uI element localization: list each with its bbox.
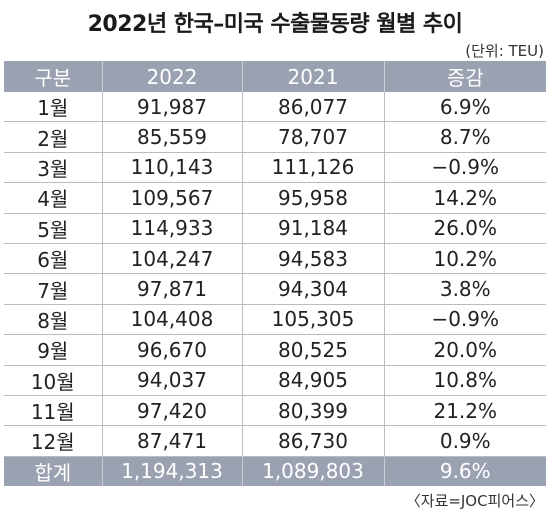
table-row: 3월 110,143 111,126 −0.9% <box>4 152 546 184</box>
table-title: 2022년 한국–미국 수출물동량 월별 추이 <box>87 12 463 37</box>
change-cell: 21.2% <box>383 395 546 427</box>
change-cell: 6.9% <box>383 92 546 123</box>
value-2021-cell: 86,077 <box>241 92 384 123</box>
month-cell: 4월 <box>4 182 102 214</box>
source-note: 〈자료=JOC피어스〉 <box>405 492 544 510</box>
value-2021-cell: 94,583 <box>241 243 384 275</box>
change-cell: 10.8% <box>383 365 546 396</box>
change-cell: −0.9% <box>383 304 546 336</box>
table-row: 8월 104,408 105,305 −0.9% <box>4 304 546 336</box>
table-row: 4월 109,567 95,958 14.2% <box>4 182 546 214</box>
change-cell: 3.8% <box>383 273 546 305</box>
change-cell: 26.0% <box>383 213 546 244</box>
table-row: 10월 94,037 84,905 10.8% <box>4 365 546 396</box>
value-2022-cell: 85,559 <box>101 121 242 153</box>
value-2022-cell: 97,420 <box>101 395 242 427</box>
month-cell: 8월 <box>4 304 102 336</box>
header-2022: 2022 <box>101 61 242 92</box>
total-row: 합계 1,194,313 1,089,803 9.6% <box>4 456 546 487</box>
month-cell: 3월 <box>4 152 102 184</box>
table-row: 6월 104,247 94,583 10.2% <box>4 243 546 275</box>
change-cell: 10.2% <box>383 243 546 275</box>
month-cell: 11월 <box>4 395 102 427</box>
month-cell: 5월 <box>4 213 102 244</box>
value-2022-cell: 109,567 <box>101 182 242 214</box>
month-cell: 7월 <box>4 273 102 305</box>
export-volume-table: 구분 2022 2021 증감 1월 91,987 86,077 6.9% 2월… <box>4 61 546 487</box>
value-2021-cell: 111,126 <box>241 152 384 184</box>
change-cell: 20.0% <box>383 334 546 366</box>
value-2022-cell: 104,247 <box>101 243 242 275</box>
value-2021-cell: 86,730 <box>241 425 384 457</box>
table-row: 5월 114,933 91,184 26.0% <box>4 213 546 244</box>
value-2021-cell: 84,905 <box>241 365 384 396</box>
value-2022-cell: 91,987 <box>101 92 242 123</box>
value-2021-cell: 105,305 <box>241 304 384 336</box>
value-2021-cell: 91,184 <box>241 213 384 244</box>
month-cell: 1월 <box>4 92 102 123</box>
value-2022-cell: 104,408 <box>101 304 242 336</box>
header-change: 증감 <box>383 61 546 92</box>
total-change-cell: 9.6% <box>383 456 546 487</box>
total-2021-cell: 1,089,803 <box>241 456 384 487</box>
value-2022-cell: 96,670 <box>101 334 242 366</box>
change-cell: −0.9% <box>383 152 546 184</box>
header-row: 구분 2022 2021 증감 <box>4 61 546 92</box>
change-cell: 8.7% <box>383 121 546 153</box>
total-label-cell: 합계 <box>4 456 102 487</box>
value-2021-cell: 80,399 <box>241 395 384 427</box>
table-row: 12월 87,471 86,730 0.9% <box>4 425 546 457</box>
value-2022-cell: 87,471 <box>101 425 242 457</box>
value-2022-cell: 97,871 <box>101 273 242 305</box>
value-2021-cell: 80,525 <box>241 334 384 366</box>
value-2021-cell: 94,304 <box>241 273 384 305</box>
table-row: 9월 96,670 80,525 20.0% <box>4 334 546 366</box>
value-2021-cell: 95,958 <box>241 182 384 214</box>
month-cell: 9월 <box>4 334 102 366</box>
value-2022-cell: 110,143 <box>101 152 242 184</box>
unit-note: (단위: TEU) <box>465 42 544 60</box>
month-cell: 12월 <box>4 425 102 457</box>
month-cell: 10월 <box>4 365 102 396</box>
table-row: 1월 91,987 86,077 6.9% <box>4 92 546 123</box>
table-row: 11월 97,420 80,399 21.2% <box>4 395 546 427</box>
total-2022-cell: 1,194,313 <box>101 456 242 487</box>
table-row: 2월 85,559 78,707 8.7% <box>4 121 546 153</box>
value-2021-cell: 78,707 <box>241 121 384 153</box>
value-2022-cell: 94,037 <box>101 365 242 396</box>
month-cell: 2월 <box>4 121 102 153</box>
table-row: 7월 97,871 94,304 3.8% <box>4 273 546 305</box>
change-cell: 14.2% <box>383 182 546 214</box>
header-2021: 2021 <box>241 61 384 92</box>
change-cell: 0.9% <box>383 425 546 457</box>
value-2022-cell: 114,933 <box>101 213 242 244</box>
month-cell: 6월 <box>4 243 102 275</box>
header-category: 구분 <box>4 61 102 92</box>
